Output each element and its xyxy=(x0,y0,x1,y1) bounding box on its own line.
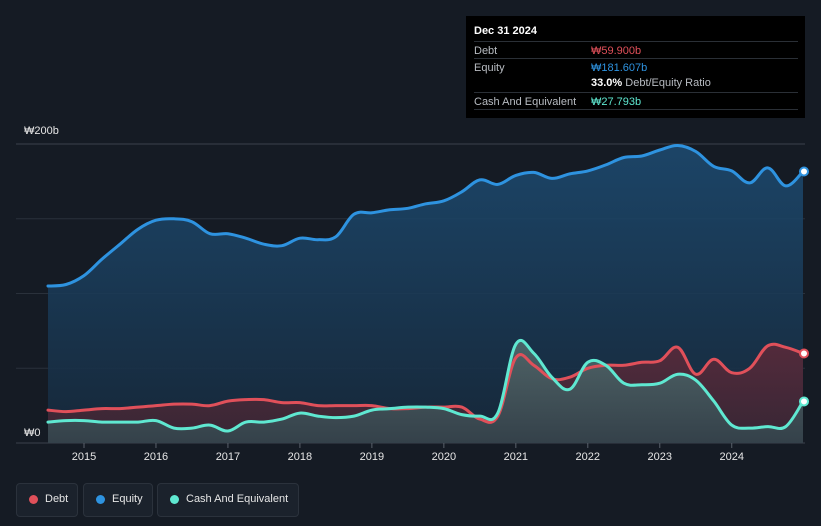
x-tick-label: 2019 xyxy=(360,451,384,463)
x-tick-label: 2024 xyxy=(720,451,744,463)
cash-line xyxy=(46,338,805,433)
series-lines xyxy=(46,143,805,433)
series-areas xyxy=(48,145,803,443)
equity-end-marker xyxy=(799,166,809,177)
tooltip-ratio: 33.0% Debt/Equity Ratio xyxy=(591,77,711,89)
tooltip-ratio-label: Debt/Equity Ratio xyxy=(625,77,711,89)
legend-equity-label: Equity xyxy=(112,493,143,505)
legend-item-debt[interactable]: Debt xyxy=(16,483,78,517)
tooltip-debt-value: ₩59.900b xyxy=(591,45,642,57)
debt-end-marker xyxy=(799,348,809,359)
y-tick-label: ₩0 xyxy=(24,427,41,439)
end-markers xyxy=(799,166,809,407)
y-axis-ticks: ₩200b ₩0 xyxy=(24,125,59,439)
equity-legend-dot xyxy=(96,495,105,504)
x-tick-label: 2021 xyxy=(504,451,528,463)
x-tick-label: 2015 xyxy=(72,451,96,463)
cash-area xyxy=(48,340,803,443)
tooltip-row-equity: Equity ₩181.607b xyxy=(474,58,798,75)
tooltip-row-debt: Debt ₩59.900b xyxy=(474,41,798,58)
tooltip-row-cash: Cash And Equivalent ₩27.793b xyxy=(474,92,798,110)
x-tick-label: 2023 xyxy=(648,451,672,463)
legend-item-cash[interactable]: Cash And Equivalent xyxy=(157,483,299,517)
tooltip-date: Dec 31 2024 xyxy=(474,25,537,37)
tooltip-cash-label: Cash And Equivalent xyxy=(474,96,577,108)
x-tick-label: 2016 xyxy=(144,451,168,463)
x-axis-ticks: 2015 2016 2017 2018 2019 2020 2021 2022 2023 2024 xyxy=(72,443,744,463)
tooltip-equity-value: ₩181.607b xyxy=(591,62,648,74)
x-tick-label: 2020 xyxy=(432,451,456,463)
cash-end-marker xyxy=(799,396,809,407)
debt-legend-dot xyxy=(29,495,38,504)
tooltip-debt-label: Debt xyxy=(474,45,498,57)
legend-debt-label: Debt xyxy=(45,493,69,505)
x-tick-label: 2017 xyxy=(216,451,240,463)
legend-cash-label: Cash And Equivalent xyxy=(186,493,289,505)
equity-line xyxy=(46,143,805,288)
legend-item-equity[interactable]: Equity xyxy=(83,483,153,517)
tooltip-cash-value: ₩27.793b xyxy=(591,96,642,108)
x-tick-label: 2018 xyxy=(288,451,312,463)
tooltip-equity-label: Equity xyxy=(474,62,505,74)
y-tick-label: ₩200b xyxy=(24,125,59,137)
x-tick-label: 2022 xyxy=(576,451,600,463)
tooltip-ratio-value: 33.0% xyxy=(591,77,623,89)
cash-legend-dot xyxy=(170,495,179,504)
tooltip-panel: Dec 31 2024 Debt ₩59.900b Equity ₩181.60… xyxy=(466,16,805,118)
